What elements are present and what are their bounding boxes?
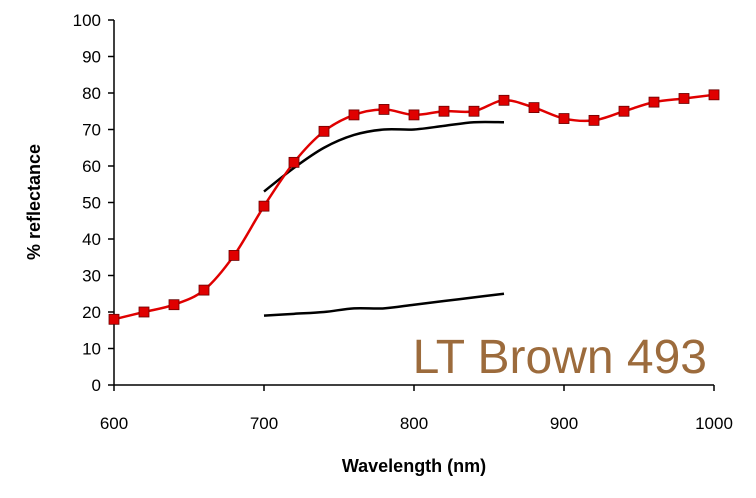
data-point-marker bbox=[258, 200, 270, 212]
x-tick-label: 700 bbox=[250, 414, 278, 433]
data-point-marker bbox=[168, 299, 180, 311]
y-tick-label: 0 bbox=[92, 376, 101, 395]
data-point-marker bbox=[348, 109, 360, 121]
data-point-marker bbox=[108, 313, 120, 325]
data-point-marker bbox=[198, 284, 210, 296]
x-tick-label: 600 bbox=[100, 414, 128, 433]
y-tick-label: 20 bbox=[82, 303, 101, 322]
data-point-marker bbox=[228, 250, 240, 261]
data-point-marker bbox=[288, 156, 300, 168]
x-tick-label: 800 bbox=[400, 414, 428, 433]
data-point-marker bbox=[708, 89, 720, 101]
data-point-marker bbox=[678, 93, 690, 104]
y-tick-label: 40 bbox=[82, 230, 101, 249]
data-point-marker bbox=[648, 96, 660, 108]
axes: 0 10 20 30 40 50 60 70 80 90 100 600 700 800 900 1000 bbox=[73, 11, 733, 433]
data-point-marker bbox=[318, 125, 330, 137]
y-tick-label: 80 bbox=[82, 84, 101, 103]
x-axis-label: Wavelength (nm) bbox=[342, 456, 486, 476]
y-tick-label: 30 bbox=[82, 267, 101, 286]
y-tick-label: 10 bbox=[82, 340, 101, 359]
data-point-marker bbox=[438, 105, 450, 117]
x-tick-label: 900 bbox=[550, 414, 578, 433]
series-1 bbox=[108, 89, 720, 325]
y-tick-label: 50 bbox=[82, 194, 101, 213]
series-3-line bbox=[263, 292, 505, 317]
data-point-marker bbox=[468, 105, 480, 117]
x-tick-label: 1000 bbox=[695, 414, 733, 433]
y-tick-label: 90 bbox=[82, 48, 101, 67]
data-point-marker bbox=[378, 104, 390, 115]
y-tick-label: 60 bbox=[82, 157, 101, 176]
series-2 bbox=[263, 120, 505, 193]
series-3 bbox=[263, 292, 505, 317]
chart-annotation: LT Brown 493 bbox=[413, 331, 707, 384]
data-point-marker bbox=[498, 94, 510, 106]
data-point-marker bbox=[618, 105, 630, 117]
series-2-line bbox=[263, 120, 505, 193]
series-layer bbox=[108, 89, 720, 325]
y-axis-label: % reflectance bbox=[24, 144, 44, 260]
y-tick-label: 100 bbox=[73, 11, 101, 30]
data-point-marker bbox=[528, 102, 540, 113]
data-point-marker bbox=[408, 109, 420, 121]
data-point-marker bbox=[588, 114, 600, 126]
data-point-marker bbox=[558, 113, 570, 124]
data-point-marker bbox=[138, 306, 150, 318]
y-tick-label: 70 bbox=[82, 121, 101, 140]
